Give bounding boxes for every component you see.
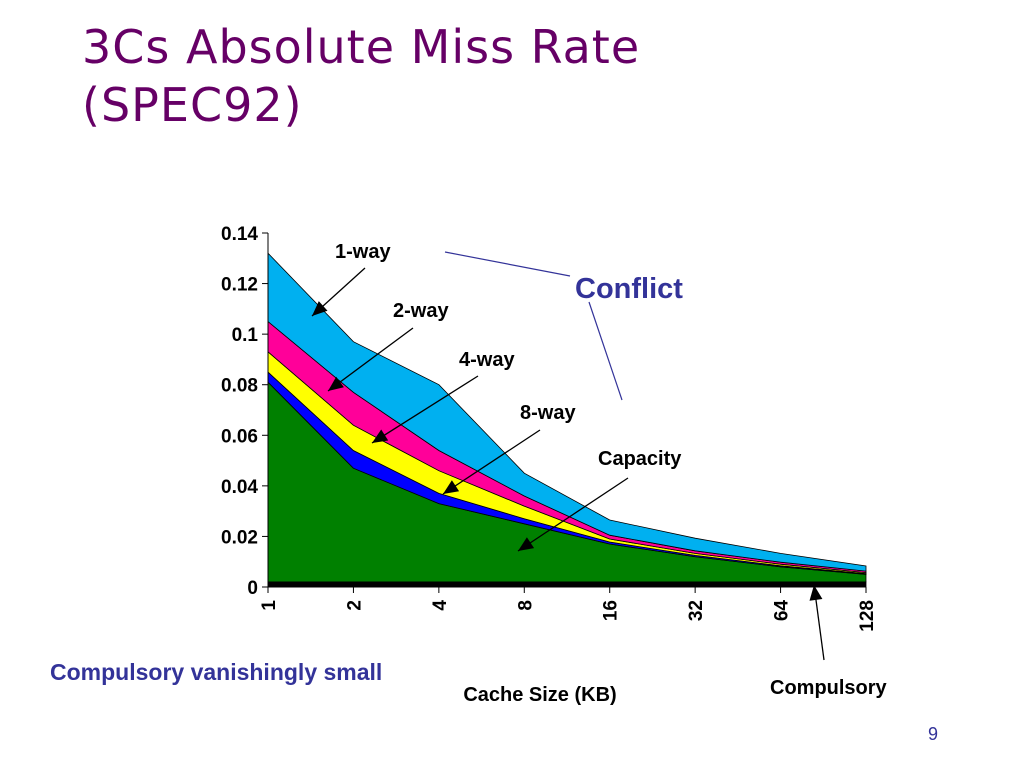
chart-annotations: 1-way 2-way 4-way 8-way Capacity Compulsory Co… <box>311 241 888 699</box>
arrow-4-way-head <box>372 429 389 443</box>
y-tick-label: 0.04 <box>221 477 258 498</box>
x-tick-label: 128 <box>857 600 878 632</box>
label-2-way: 2-way <box>393 300 449 322</box>
label-capacity: Capacity <box>598 448 682 470</box>
conflict-leader-1 <box>444 251 571 277</box>
y-tick-label: 0 <box>247 578 258 599</box>
x-tick-label: 8 <box>515 600 536 611</box>
arrow-compulsory-head <box>809 585 823 601</box>
arrow-8-way-line <box>442 429 541 495</box>
arrow-4-way-line <box>371 375 479 444</box>
x-axis-title: Cache Size (KB) <box>463 684 616 706</box>
arrow-capacity-line <box>517 477 629 552</box>
area-compulsory <box>267 581 867 588</box>
y-tick-label: 0.12 <box>221 275 258 296</box>
slide-title: 3Cs Absolute Miss Rate (SPEC92) <box>82 18 640 134</box>
label-1-way: 1-way <box>335 241 391 263</box>
arrow-1-way-head <box>312 301 328 316</box>
arrow-8-way-head <box>443 480 460 494</box>
page-number: 9 <box>927 724 938 744</box>
arrow-2-way-head <box>328 376 344 391</box>
chart-axes: 0 0.02 0.04 0.06 0.08 0.1 0.12 0.14 1 2 4 8 16 32 64 12… <box>221 224 878 706</box>
x-tick-label: 32 <box>686 600 707 621</box>
arrow-2-way-line <box>327 327 414 392</box>
y-tick-label: 0.14 <box>221 224 258 245</box>
y-tick-label: 0.08 <box>221 376 258 397</box>
stacked-areas <box>267 252 867 588</box>
y-tick-label: 0.1 <box>232 325 259 346</box>
label-compulsory: Compulsory <box>770 677 888 699</box>
x-tick-label: 2 <box>344 600 365 611</box>
x-tick-label: 4 <box>430 600 451 611</box>
slide-title-line2: (SPEC92) <box>82 78 303 132</box>
y-tick-label: 0.02 <box>221 527 258 548</box>
y-tick-label: 0.06 <box>221 426 258 447</box>
conflict-leader-2 <box>588 301 623 401</box>
area-1-way <box>267 252 867 572</box>
compulsory-note: Compulsory vanishingly small <box>50 659 383 685</box>
slide-title-line1: 3Cs Absolute Miss Rate <box>82 20 641 74</box>
x-tick-label: 1 <box>259 600 280 611</box>
arrow-capacity-head <box>518 537 535 551</box>
label-4-way: 4-way <box>459 349 515 371</box>
label-8-way: 8-way <box>520 402 576 424</box>
x-tick-label: 64 <box>772 600 793 622</box>
label-conflict: Conflict <box>575 273 683 305</box>
x-tick-label: 16 <box>601 600 622 621</box>
